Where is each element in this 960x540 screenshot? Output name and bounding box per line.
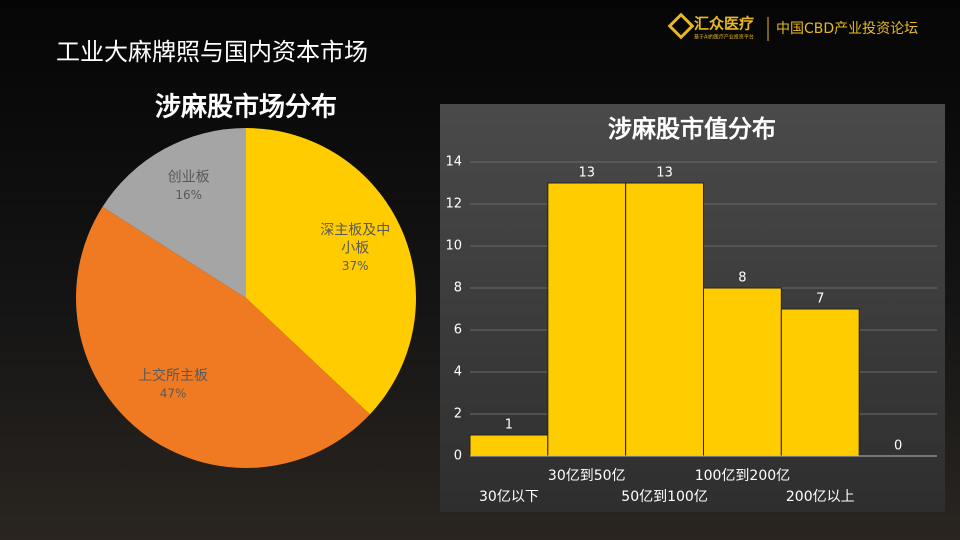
y-tick-label: 4 bbox=[454, 365, 462, 380]
logo-tagline: 基于AI的医疗产业投资平台 bbox=[694, 34, 754, 41]
chart-title: 涉麻股市场分布 bbox=[155, 92, 337, 123]
pie-slice bbox=[246, 128, 416, 415]
x-tick-label: 30亿到50亿 bbox=[548, 468, 626, 484]
y-tick-label: 14 bbox=[445, 155, 462, 170]
bar bbox=[469, 434, 549, 457]
y-tick-label: 12 bbox=[445, 197, 462, 212]
bar bbox=[547, 182, 627, 457]
y-tick-label: 10 bbox=[445, 239, 462, 254]
forum-name: 中国CBD产业投资论坛 bbox=[776, 21, 918, 37]
bar bbox=[780, 308, 860, 457]
slice-label: 上交所主板 bbox=[138, 367, 208, 384]
slice-label: 创业板 bbox=[168, 170, 210, 186]
y-tick-label: 0 bbox=[454, 449, 462, 464]
slide-title: 工业大麻牌照与国内资本市场 bbox=[56, 38, 368, 66]
bar-value-label: 13 bbox=[578, 166, 595, 181]
bar bbox=[625, 182, 705, 457]
logo-icon bbox=[667, 12, 695, 40]
x-tick-label: 30亿以下 bbox=[479, 489, 539, 505]
y-tick-label: 2 bbox=[454, 407, 462, 422]
bar-value-label: 13 bbox=[656, 166, 673, 181]
y-tick-label: 6 bbox=[454, 323, 462, 338]
y-tick-label: 8 bbox=[454, 281, 462, 296]
slice-value: 16% bbox=[175, 188, 202, 202]
pie-slice bbox=[102, 127, 246, 298]
slice-label: 深主板及中小板 bbox=[320, 223, 390, 257]
pie-slice bbox=[76, 206, 370, 468]
slice-value: 37% bbox=[342, 259, 369, 273]
chart-title: 涉麻股市值分布 bbox=[608, 115, 776, 143]
bar-value-label: 8 bbox=[738, 271, 746, 286]
bar-value-label: 0 bbox=[894, 439, 902, 454]
x-tick-label: 200亿以上 bbox=[786, 489, 855, 505]
slice-value: 47% bbox=[160, 387, 187, 401]
logo-text: 汇众医疗 bbox=[694, 15, 754, 33]
bar bbox=[703, 287, 782, 457]
x-tick-label: 100亿到200亿 bbox=[695, 468, 790, 484]
bar-value-label: 7 bbox=[816, 292, 824, 307]
bar-value-label: 1 bbox=[505, 418, 513, 433]
x-tick-label: 50亿到100亿 bbox=[621, 489, 708, 505]
